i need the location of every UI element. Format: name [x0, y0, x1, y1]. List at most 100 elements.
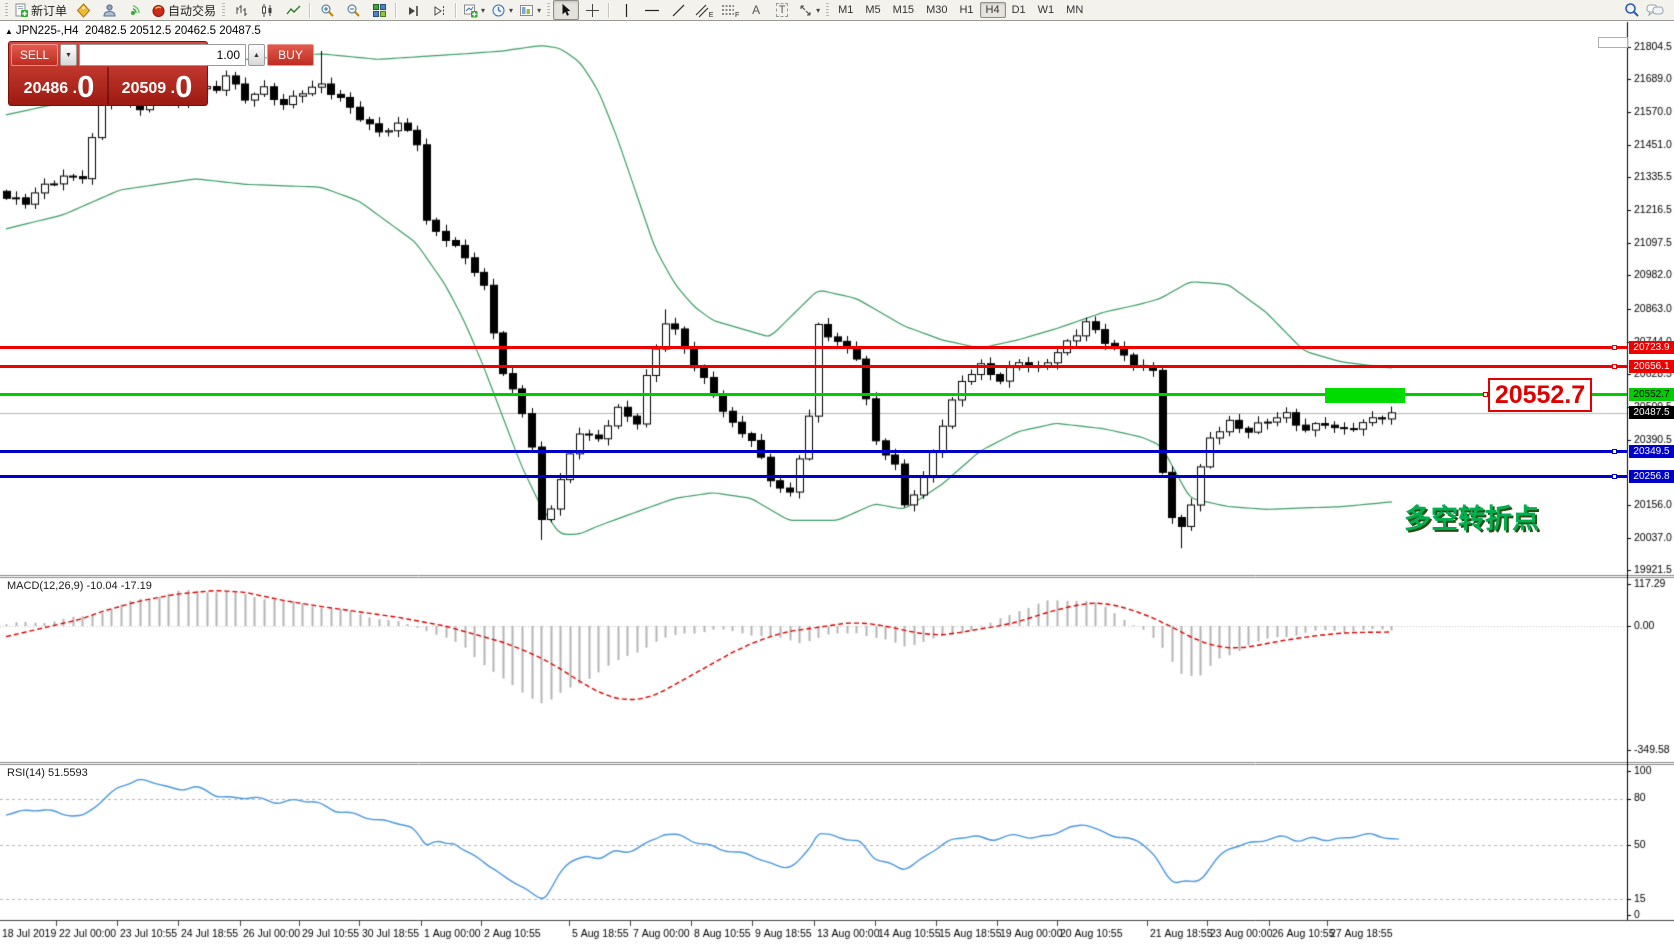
timeframe-h4[interactable]: H4: [979, 2, 1006, 18]
autotrade-button[interactable]: 自动交易: [148, 0, 219, 20]
bar-chart-button[interactable]: [228, 0, 254, 20]
channel-tool-button[interactable]: E: [691, 0, 717, 20]
new-order-button[interactable]: 新订单: [11, 0, 70, 20]
shapes-icon: [798, 3, 813, 18]
toolbar-separator: [309, 2, 312, 18]
label-tool-button[interactable]: T: [769, 0, 795, 20]
rsi-label: RSI(14) 51.5593: [7, 767, 88, 779]
add-indicator-button[interactable]: ▾: [460, 0, 488, 20]
sell-price-big-digit: 0: [77, 69, 95, 104]
chevron-down-icon: ▾: [537, 5, 542, 15]
chart-corner-box: [1598, 37, 1628, 48]
fibonacci-icon: [721, 3, 735, 18]
chevron-down-icon: ▾: [816, 5, 821, 15]
line-chart-button[interactable]: [280, 0, 306, 20]
tile-windows-button[interactable]: [366, 0, 392, 20]
horizontal-line-tool-button[interactable]: [639, 0, 665, 20]
caret-up-icon: ▲: [253, 51, 260, 59]
buy-price[interactable]: 20509 .0: [109, 67, 205, 104]
text-tool-button[interactable]: A: [743, 0, 769, 20]
volume-decrease-button[interactable]: ▼: [60, 44, 77, 66]
buy-button[interactable]: BUY: [267, 44, 314, 66]
main-toolbar: 新订单 自动交易: [0, 0, 1674, 21]
caret-down-icon: ▼: [65, 51, 72, 59]
turning-point-annotation[interactable]: 多空转折点: [1404, 504, 1539, 534]
chat-icon[interactable]: [1646, 3, 1664, 18]
symbol-quote-text: JPN225-,H4 20482.5 20512.5 20462.5 20487…: [15, 25, 261, 37]
zoom-in-icon: [320, 3, 335, 18]
period-button[interactable]: ▾: [488, 0, 516, 20]
toolbar-grip: [5, 2, 8, 18]
bar-chart-icon: [234, 3, 249, 18]
new-order-icon: [14, 3, 29, 18]
sell-price-main: 20486 .: [23, 80, 78, 97]
chart-shift-icon: [432, 3, 447, 18]
toolbar-grip: [222, 2, 226, 18]
toolbar-separator: [395, 2, 398, 18]
vertical-line-tool-button[interactable]: [613, 0, 639, 20]
autotrade-icon: [151, 3, 166, 18]
timeframe-m5[interactable]: M5: [865, 4, 881, 16]
price-divider: [107, 67, 109, 104]
auto-scroll-icon: [406, 3, 421, 18]
symbol-quote-line: ▲ JPN225-,H4 20482.5 20512.5 20462.5 2048…: [5, 25, 261, 37]
timeframe-m15[interactable]: M15: [892, 4, 915, 16]
timeframe-m30[interactable]: M30: [926, 4, 948, 16]
shapes-tool-button[interactable]: ▾: [795, 0, 823, 20]
cursor-tool-button[interactable]: [553, 0, 580, 20]
symbol-triangle-icon: ▲: [5, 27, 13, 36]
timeframe-m1[interactable]: M1: [838, 4, 854, 16]
signal-icon: [128, 3, 143, 18]
add-indicator-icon: [463, 3, 478, 18]
cursor-icon: [559, 3, 573, 17]
crosshair-icon: [585, 3, 600, 18]
tag-button[interactable]: [70, 0, 96, 20]
highlight-rectangle[interactable]: [1325, 388, 1405, 403]
vertical-line-icon: [620, 3, 633, 18]
candlestick-icon: [260, 3, 275, 18]
line-chart-icon: [285, 3, 301, 18]
new-order-label: 新订单: [31, 3, 68, 18]
one-click-trade-panel: SELL ▼ ▲ BUY 20486 .0 20509 .0: [8, 41, 314, 106]
timeframe-w1[interactable]: W1: [1037, 4, 1055, 16]
label-tool-icon: T: [775, 3, 789, 17]
toolbar-grip: [547, 2, 551, 18]
text-tool-icon: A: [752, 3, 761, 17]
buy-price-big-digit: 0: [175, 69, 193, 104]
timeframe-h1[interactable]: H1: [959, 4, 974, 16]
timeframe-mn[interactable]: MN: [1066, 4, 1084, 16]
candlestick-button[interactable]: [254, 0, 280, 20]
chevron-down-icon: ▾: [509, 5, 514, 15]
tile-windows-icon: [372, 3, 387, 18]
fibonacci-tool-button[interactable]: F: [717, 0, 743, 20]
volume-increase-button[interactable]: ▲: [248, 44, 265, 66]
chevron-down-icon: ▾: [481, 5, 486, 15]
trendline-tool-button[interactable]: [665, 0, 691, 20]
signal-button[interactable]: [122, 0, 148, 20]
auto-scroll-button[interactable]: [400, 0, 426, 20]
search-icon[interactable]: [1624, 2, 1640, 18]
channel-icon: [695, 3, 709, 18]
crosshair-tool-button[interactable]: [579, 0, 605, 20]
sell-price[interactable]: 20486 .0: [11, 67, 107, 104]
sell-button[interactable]: SELL: [11, 44, 58, 66]
buy-price-main: 20509 .: [121, 80, 176, 97]
volume-input[interactable]: [79, 44, 246, 66]
zoom-in-button[interactable]: [314, 0, 340, 20]
level-price-callout[interactable]: 20552.7: [1488, 378, 1592, 412]
channel-letter: E: [708, 12, 714, 19]
autotrade-label: 自动交易: [168, 3, 217, 18]
clock-icon: [491, 3, 506, 18]
timeframe-d1[interactable]: D1: [1011, 4, 1026, 16]
horizontal-line-icon: [644, 3, 660, 18]
template-button[interactable]: ▾: [516, 0, 544, 20]
chart-shift-button[interactable]: [426, 0, 452, 20]
toolbar-separator: [455, 2, 458, 18]
tag-icon: [76, 2, 91, 18]
template-icon: [519, 3, 534, 18]
toolbar-separator: [608, 2, 611, 18]
profile-button[interactable]: [96, 0, 122, 20]
zoom-out-button[interactable]: [340, 0, 366, 20]
